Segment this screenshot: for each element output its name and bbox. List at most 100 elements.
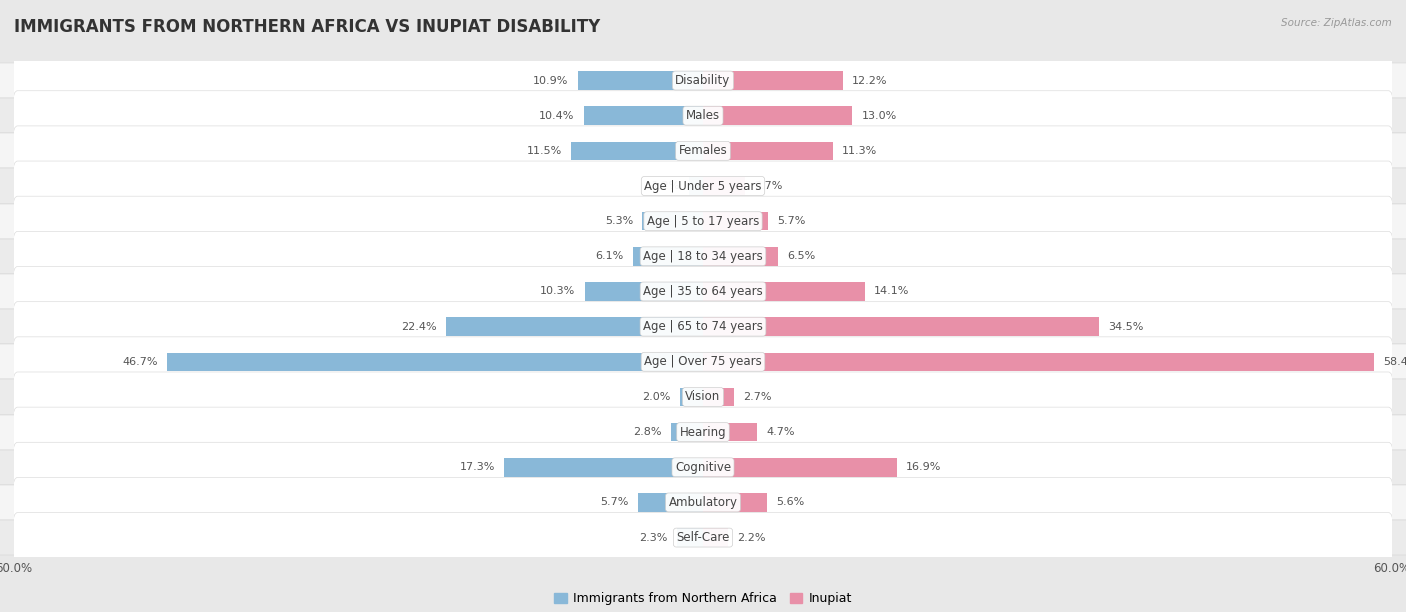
FancyBboxPatch shape [13, 126, 1393, 176]
Bar [633, 247, 703, 266]
Bar [703, 282, 865, 300]
Bar [0, 98, 1406, 133]
Text: 58.4%: 58.4% [1382, 357, 1406, 367]
Bar [446, 318, 703, 336]
Bar [0, 274, 1406, 309]
Text: 11.5%: 11.5% [526, 146, 562, 156]
Bar [0, 204, 1406, 239]
Text: 34.5%: 34.5% [1108, 322, 1143, 332]
Text: 2.3%: 2.3% [640, 532, 668, 543]
Text: 6.1%: 6.1% [596, 252, 624, 261]
Text: 11.3%: 11.3% [842, 146, 877, 156]
Text: Age | 35 to 64 years: Age | 35 to 64 years [643, 285, 763, 298]
Bar [676, 528, 703, 547]
Bar [703, 423, 756, 441]
FancyBboxPatch shape [13, 91, 1393, 141]
Bar [0, 414, 1406, 450]
Text: 5.6%: 5.6% [776, 498, 804, 507]
Bar [0, 168, 1406, 204]
Bar [703, 247, 778, 266]
FancyBboxPatch shape [13, 477, 1393, 528]
Text: Age | 18 to 34 years: Age | 18 to 34 years [643, 250, 763, 263]
Text: 14.1%: 14.1% [875, 286, 910, 296]
Text: Cognitive: Cognitive [675, 461, 731, 474]
FancyBboxPatch shape [13, 302, 1393, 352]
Text: 13.0%: 13.0% [862, 111, 897, 121]
Text: 10.3%: 10.3% [540, 286, 575, 296]
Text: Ambulatory: Ambulatory [668, 496, 738, 509]
Bar [681, 387, 703, 406]
FancyBboxPatch shape [13, 161, 1393, 211]
Bar [703, 493, 768, 512]
Text: 46.7%: 46.7% [122, 357, 157, 367]
Text: 2.2%: 2.2% [738, 532, 766, 543]
Bar [0, 450, 1406, 485]
Bar [585, 282, 703, 300]
FancyBboxPatch shape [13, 407, 1393, 457]
Text: 2.8%: 2.8% [633, 427, 662, 437]
Bar [703, 458, 897, 477]
Text: 5.3%: 5.3% [605, 216, 633, 226]
Bar [703, 387, 734, 406]
Bar [671, 423, 703, 441]
Text: Age | Under 5 years: Age | Under 5 years [644, 179, 762, 193]
Bar [505, 458, 703, 477]
Bar [0, 520, 1406, 555]
Text: 6.5%: 6.5% [787, 252, 815, 261]
Bar [0, 63, 1406, 98]
Bar [703, 528, 728, 547]
Text: 2.7%: 2.7% [744, 392, 772, 402]
Bar [703, 212, 769, 231]
Bar [0, 344, 1406, 379]
Text: 5.7%: 5.7% [778, 216, 806, 226]
Bar [0, 239, 1406, 274]
Text: 10.9%: 10.9% [533, 75, 568, 86]
Text: 17.3%: 17.3% [460, 462, 495, 472]
Text: 12.2%: 12.2% [852, 75, 887, 86]
Text: Hearing: Hearing [679, 425, 727, 439]
Text: 16.9%: 16.9% [907, 462, 942, 472]
Bar [703, 353, 1374, 371]
Bar [703, 318, 1099, 336]
Text: 3.7%: 3.7% [755, 181, 783, 191]
FancyBboxPatch shape [13, 56, 1393, 105]
Bar [0, 133, 1406, 168]
Text: 4.7%: 4.7% [766, 427, 794, 437]
Bar [583, 106, 703, 125]
Text: 5.7%: 5.7% [600, 498, 628, 507]
Text: Self-Care: Self-Care [676, 531, 730, 544]
Legend: Immigrants from Northern Africa, Inupiat: Immigrants from Northern Africa, Inupiat [550, 587, 856, 610]
Text: Age | Over 75 years: Age | Over 75 years [644, 356, 762, 368]
Text: Source: ZipAtlas.com: Source: ZipAtlas.com [1281, 18, 1392, 28]
Text: IMMIGRANTS FROM NORTHERN AFRICA VS INUPIAT DISABILITY: IMMIGRANTS FROM NORTHERN AFRICA VS INUPI… [14, 18, 600, 36]
FancyBboxPatch shape [13, 372, 1393, 422]
Text: Males: Males [686, 109, 720, 122]
Bar [689, 177, 703, 195]
Bar [167, 353, 703, 371]
Bar [703, 141, 832, 160]
FancyBboxPatch shape [13, 442, 1393, 492]
Bar [643, 212, 703, 231]
FancyBboxPatch shape [13, 513, 1393, 562]
FancyBboxPatch shape [13, 266, 1393, 316]
Bar [703, 177, 745, 195]
Text: Females: Females [679, 144, 727, 157]
Text: Age | 65 to 74 years: Age | 65 to 74 years [643, 320, 763, 333]
Bar [571, 141, 703, 160]
Bar [703, 71, 844, 90]
Bar [578, 71, 703, 90]
Text: 10.4%: 10.4% [538, 111, 575, 121]
FancyBboxPatch shape [13, 337, 1393, 387]
Bar [0, 309, 1406, 344]
Bar [637, 493, 703, 512]
Text: 1.2%: 1.2% [651, 181, 681, 191]
Text: 22.4%: 22.4% [401, 322, 437, 332]
Text: Vision: Vision [685, 390, 721, 403]
Text: Age | 5 to 17 years: Age | 5 to 17 years [647, 215, 759, 228]
FancyBboxPatch shape [13, 231, 1393, 282]
FancyBboxPatch shape [13, 196, 1393, 246]
Bar [0, 379, 1406, 414]
Text: Disability: Disability [675, 74, 731, 87]
Bar [703, 106, 852, 125]
Bar [0, 485, 1406, 520]
